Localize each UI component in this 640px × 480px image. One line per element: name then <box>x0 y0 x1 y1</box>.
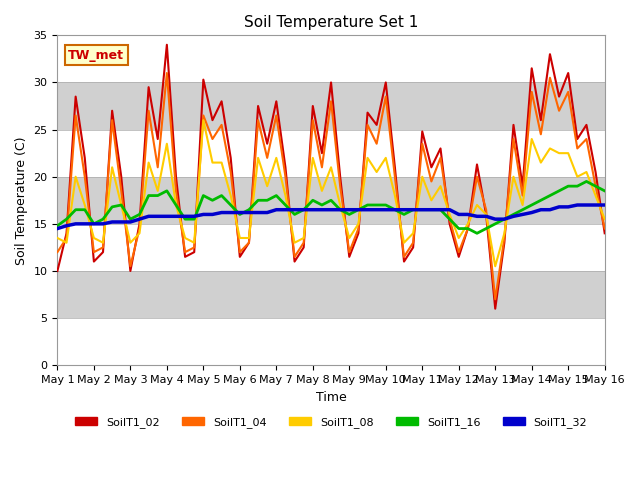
Bar <box>58 224 605 271</box>
SoilT1_08 <box>254 155 262 161</box>
SoilT1_04 <box>355 226 362 231</box>
SoilT1_04 <box>163 70 171 76</box>
SoilT1_04 <box>601 226 609 231</box>
SoilT1_04 <box>54 249 61 255</box>
SoilT1_04 <box>492 296 499 302</box>
SoilT1_02 <box>546 51 554 57</box>
SoilT1_08 <box>163 141 171 146</box>
SoilT1_16 <box>601 188 609 194</box>
SoilT1_16 <box>181 216 189 222</box>
SoilT1_02 <box>601 230 609 236</box>
SoilT1_08 <box>391 192 399 198</box>
Bar <box>58 271 605 318</box>
SoilT1_16 <box>473 230 481 236</box>
SoilT1_02 <box>492 306 499 312</box>
SoilT1_08 <box>200 117 207 123</box>
SoilT1_08 <box>546 145 554 151</box>
Text: TW_met: TW_met <box>68 48 124 61</box>
SoilT1_32 <box>528 210 536 216</box>
SoilT1_08 <box>601 216 609 222</box>
SoilT1_32 <box>601 202 609 208</box>
Line: SoilT1_02: SoilT1_02 <box>58 45 605 309</box>
SoilT1_16 <box>582 179 590 184</box>
Legend: SoilT1_02, SoilT1_04, SoilT1_08, SoilT1_16, SoilT1_32: SoilT1_02, SoilT1_04, SoilT1_08, SoilT1_… <box>70 412 592 432</box>
SoilT1_02 <box>54 268 61 274</box>
SoilT1_04 <box>190 244 198 250</box>
SoilT1_08 <box>181 235 189 241</box>
Y-axis label: Soil Temperature (C): Soil Temperature (C) <box>15 136 28 264</box>
SoilT1_32 <box>346 207 353 213</box>
SoilT1_16 <box>245 207 253 213</box>
SoilT1_16 <box>346 212 353 217</box>
SoilT1_32 <box>245 210 253 216</box>
Bar <box>58 177 605 224</box>
SoilT1_16 <box>537 197 545 203</box>
Bar <box>58 130 605 177</box>
Line: SoilT1_08: SoilT1_08 <box>58 120 605 266</box>
SoilT1_02 <box>172 174 180 180</box>
SoilT1_08 <box>54 235 61 241</box>
Bar <box>58 83 605 130</box>
SoilT1_32 <box>181 214 189 219</box>
X-axis label: Time: Time <box>316 391 346 404</box>
SoilT1_32 <box>54 226 61 231</box>
SoilT1_16 <box>163 188 171 194</box>
SoilT1_04 <box>546 75 554 81</box>
SoilT1_02 <box>190 249 198 255</box>
Line: SoilT1_32: SoilT1_32 <box>58 205 605 228</box>
SoilT1_04 <box>254 117 262 123</box>
SoilT1_04 <box>391 174 399 180</box>
SoilT1_16 <box>382 202 390 208</box>
SoilT1_08 <box>492 264 499 269</box>
Line: SoilT1_04: SoilT1_04 <box>58 73 605 299</box>
SoilT1_02 <box>163 42 171 48</box>
SoilT1_02 <box>391 165 399 170</box>
SoilT1_16 <box>54 223 61 228</box>
SoilT1_32 <box>573 202 581 208</box>
Bar <box>58 318 605 365</box>
Bar <box>58 36 605 83</box>
Line: SoilT1_16: SoilT1_16 <box>58 181 605 233</box>
SoilT1_02 <box>254 103 262 109</box>
Title: Soil Temperature Set 1: Soil Temperature Set 1 <box>244 15 418 30</box>
SoilT1_32 <box>163 214 171 219</box>
SoilT1_32 <box>382 207 390 213</box>
SoilT1_04 <box>172 188 180 194</box>
SoilT1_08 <box>355 221 362 227</box>
SoilT1_02 <box>355 230 362 236</box>
